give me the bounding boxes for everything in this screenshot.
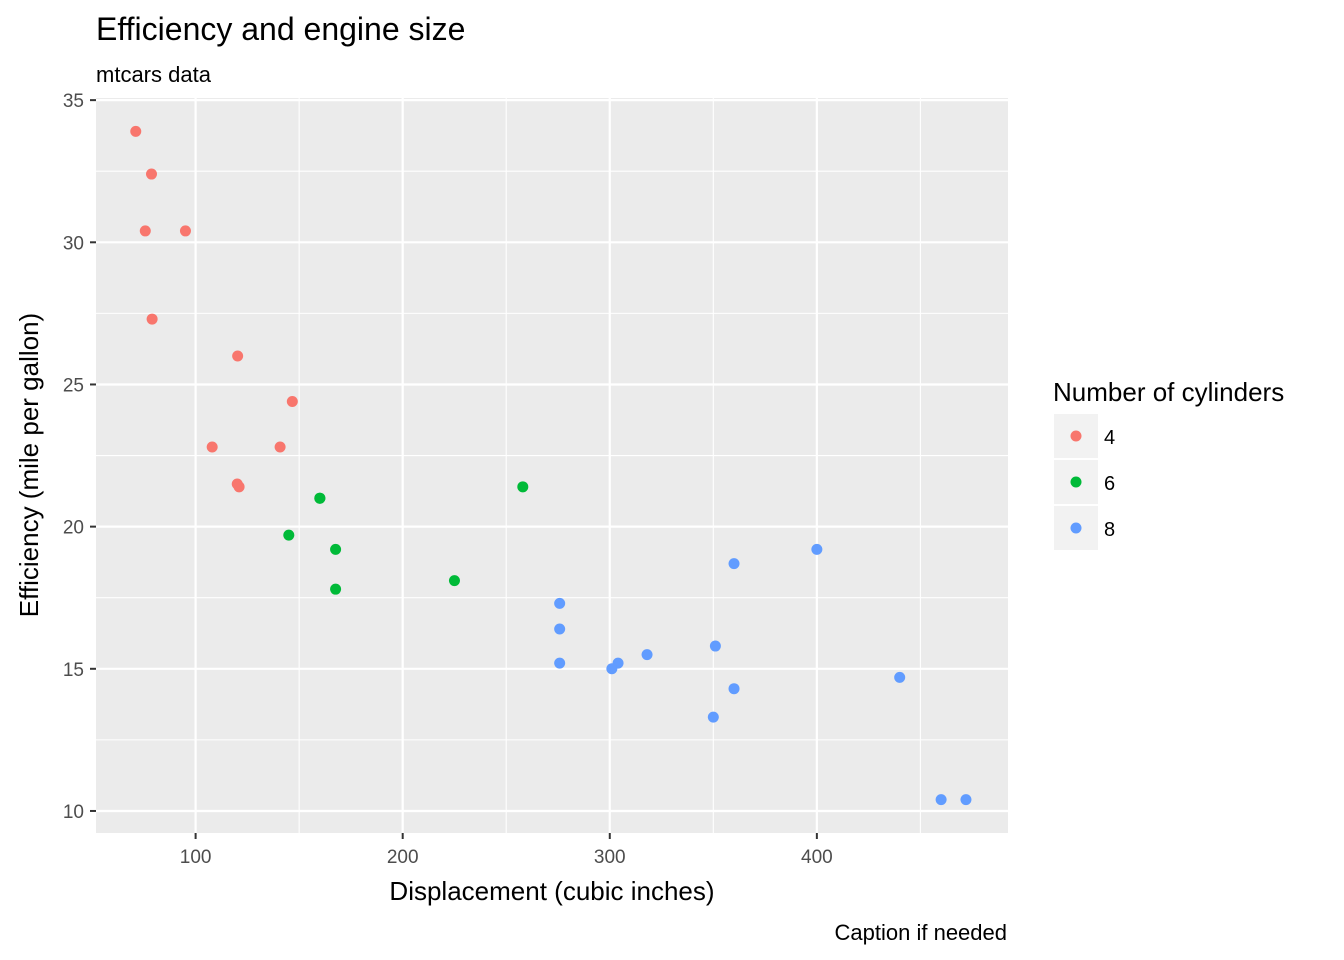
plot-panel bbox=[96, 98, 1008, 833]
y-axis-label: Efficiency (mile per gallon) bbox=[14, 313, 44, 617]
data-point-cyl-8 bbox=[894, 671, 906, 683]
data-point-cyl-8 bbox=[707, 711, 719, 723]
x-tick-label: 400 bbox=[801, 847, 833, 868]
data-point-cyl-8 bbox=[554, 597, 566, 609]
data-point-cyl-4 bbox=[145, 168, 157, 180]
data-point-cyl-8 bbox=[811, 543, 823, 555]
y-tick-label: 20 bbox=[63, 518, 84, 539]
data-point-cyl-4 bbox=[232, 350, 244, 362]
legend-entries: 4 6 8 bbox=[1054, 414, 1115, 550]
minor-grid bbox=[96, 98, 1008, 833]
data-point-cyl-6 bbox=[517, 481, 529, 493]
data-point-cyl-4 bbox=[146, 313, 158, 325]
x-tick-label: 100 bbox=[180, 847, 212, 868]
x-tick-label: 200 bbox=[387, 847, 419, 868]
data-point-cyl-8 bbox=[554, 623, 566, 635]
x-tick-label: 300 bbox=[594, 847, 626, 868]
data-point-cyl-4 bbox=[206, 441, 218, 453]
data-point-cyl-8 bbox=[728, 683, 740, 695]
legend-title: Number of cylinders bbox=[1053, 377, 1284, 407]
data-point-cyl-4 bbox=[274, 441, 286, 453]
y-tick-label: 15 bbox=[63, 660, 84, 681]
data-point-cyl-6 bbox=[448, 575, 460, 587]
x-axis-label: Displacement (cubic inches) bbox=[389, 876, 714, 906]
data-point-cyl-4 bbox=[179, 225, 191, 237]
data-point-cyl-4 bbox=[286, 396, 298, 408]
data-point-cyl-8 bbox=[641, 649, 653, 661]
data-point-cyl-8 bbox=[709, 640, 721, 652]
chart-title: Efficiency and engine size bbox=[96, 11, 465, 47]
y-tick-label: 30 bbox=[63, 233, 84, 254]
data-point-cyl-6 bbox=[330, 543, 342, 555]
data-point-cyl-8 bbox=[728, 558, 740, 570]
legend-label-6: 6 bbox=[1104, 473, 1115, 495]
data-points bbox=[130, 125, 972, 806]
y-tick-label: 25 bbox=[63, 375, 84, 396]
legend-key-8 bbox=[1070, 522, 1082, 534]
chart-caption: Caption if needed bbox=[835, 920, 1007, 945]
data-point-cyl-8 bbox=[960, 794, 972, 806]
legend-label-4: 4 bbox=[1104, 427, 1115, 449]
major-grid bbox=[96, 98, 1008, 833]
chart-subtitle: mtcars data bbox=[96, 62, 212, 87]
legend: Number of cylinders 4 6 8 bbox=[1053, 377, 1284, 550]
data-point-cyl-4 bbox=[233, 481, 245, 493]
x-axis: 100 200 300 400 bbox=[180, 833, 833, 868]
legend-key-4 bbox=[1070, 430, 1082, 442]
data-point-cyl-4 bbox=[139, 225, 151, 237]
data-point-cyl-6 bbox=[314, 492, 326, 504]
y-tick-label: 10 bbox=[63, 802, 84, 823]
data-point-cyl-6 bbox=[330, 583, 342, 595]
data-point-cyl-6 bbox=[283, 529, 295, 541]
data-point-cyl-8 bbox=[554, 657, 566, 669]
data-point-cyl-8 bbox=[606, 663, 618, 675]
legend-label-8: 8 bbox=[1104, 519, 1115, 541]
y-axis: 10 15 20 25 30 35 bbox=[63, 91, 96, 823]
y-tick-label: 35 bbox=[63, 91, 84, 112]
legend-key-6 bbox=[1070, 476, 1082, 488]
data-point-cyl-4 bbox=[130, 125, 142, 137]
data-point-cyl-8 bbox=[935, 794, 947, 806]
